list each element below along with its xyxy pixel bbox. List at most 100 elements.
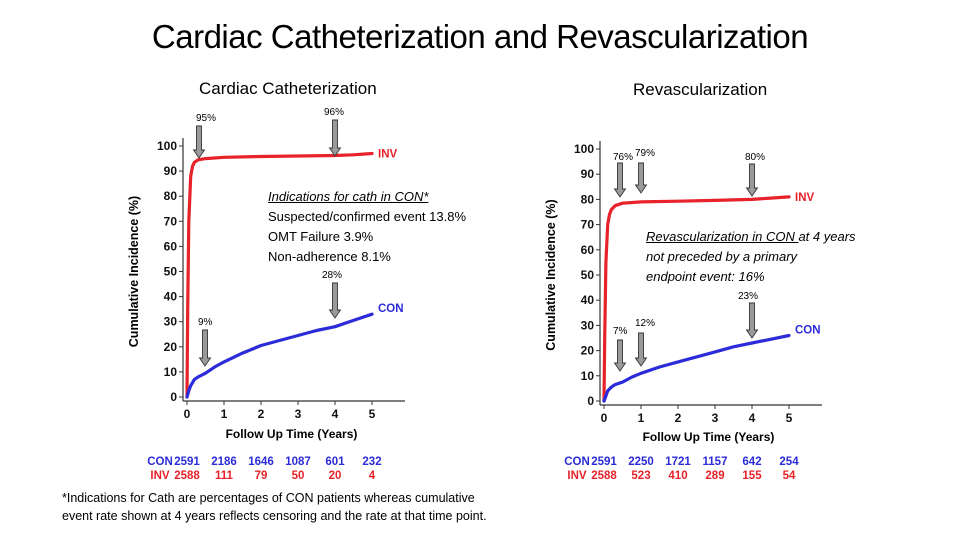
y-tick-label: 60 xyxy=(164,239,178,253)
down-arrow-icon xyxy=(198,329,212,367)
y-axis-title: Cumulative Incidence (%) xyxy=(127,196,141,347)
series-label-inv: INV xyxy=(378,149,398,161)
risk-cell: 1646 xyxy=(248,456,274,468)
y-tick-label: 0 xyxy=(170,390,177,404)
footnote-line: *Indications for Cath are percentages of… xyxy=(62,491,475,505)
marker-con-4yr-pct: 23% xyxy=(738,291,759,302)
series-label-inv: INV xyxy=(795,192,815,204)
risk-row-name: INV xyxy=(150,470,170,482)
down-arrow-icon xyxy=(634,162,648,194)
marker-con-mid-pct: 12% xyxy=(635,318,656,329)
footnote-line: event rate shown at 4 years reflects cen… xyxy=(62,509,487,523)
y-tick-label: 10 xyxy=(164,365,178,379)
series-label-con: CON xyxy=(378,303,404,315)
x-tick-label: 0 xyxy=(601,411,608,425)
x-tick-label: 3 xyxy=(295,407,302,421)
series-line-con xyxy=(602,333,791,403)
y-tick-label: 10 xyxy=(581,369,595,383)
page-title: Cardiac Catheterization and Revasculariz… xyxy=(151,18,809,55)
risk-cell: 289 xyxy=(705,470,724,482)
indications-heading: Indications for cath in CON* xyxy=(268,189,429,204)
risk-cell: 20 xyxy=(329,470,342,482)
marker-con-early-pct: 7% xyxy=(613,326,628,337)
risk-cell: 2591 xyxy=(591,456,617,468)
risk-cell: 254 xyxy=(779,456,799,468)
y-tick-label: 100 xyxy=(574,142,594,156)
x-tick-label: 5 xyxy=(369,407,376,421)
marker-inv-early-pct: 95% xyxy=(196,113,217,124)
risk-cell: 1087 xyxy=(285,456,311,468)
y-tick-label: 80 xyxy=(581,192,595,206)
x-tick-label: 3 xyxy=(712,411,719,425)
risk-cell: 2250 xyxy=(628,456,654,468)
risk-cell: 523 xyxy=(631,470,650,482)
marker-con-early-pct: 9% xyxy=(198,317,213,328)
x-tick-label: 2 xyxy=(258,407,265,421)
risk-cell: 642 xyxy=(742,456,761,468)
down-arrow-icon xyxy=(328,282,342,319)
indications-line: Suspected/confirmed event 13.8% xyxy=(268,209,467,224)
series-line-con xyxy=(185,312,374,399)
indications-line: Non-adherence 8.1% xyxy=(268,249,391,264)
risk-cell: 50 xyxy=(292,470,305,482)
risk-cell: 4 xyxy=(369,470,376,482)
down-arrow-icon xyxy=(745,302,759,339)
risk-cell: 2588 xyxy=(591,470,617,482)
risk-row-name: CON xyxy=(147,456,173,468)
y-tick-label: 40 xyxy=(581,293,595,307)
marker-con-4yr-pct: 28% xyxy=(322,270,343,281)
series-line-inv xyxy=(602,195,791,403)
marker-arrows xyxy=(192,119,759,372)
series-label-con: CON xyxy=(795,324,821,336)
footnote: *Indications for Cath are percentages of… xyxy=(62,489,582,525)
y-tick-label: 30 xyxy=(581,318,595,332)
x-axis-title: Follow Up Time (Years) xyxy=(643,430,775,444)
revasc-note: Revascularization in CON at 4 years not … xyxy=(646,227,856,287)
y-tick-label: 70 xyxy=(164,214,178,228)
risk-cell: 2186 xyxy=(211,456,237,468)
indications-note: Indications for cath in CON* Suspected/c… xyxy=(268,187,466,267)
revasc-note-underlined: Revascularization in CON xyxy=(646,229,799,244)
marker-inv-4yr-pct: 80% xyxy=(745,152,766,163)
left-chart-heading: Cardiac Catheterization xyxy=(199,79,377,98)
revasc-chart: 0 10 20 30 40 50 60 70 80 90 100 0 1 2 3 4 5 Cumulative I… xyxy=(544,141,822,482)
marker-inv-early-pct: 76% xyxy=(613,152,634,163)
risk-cell: 1721 xyxy=(665,456,691,468)
risk-cell: 410 xyxy=(668,470,687,482)
down-arrow-icon xyxy=(328,119,342,157)
y-tick-label: 100 xyxy=(157,139,177,153)
x-tick-label: 0 xyxy=(184,407,191,421)
risk-row-name: INV xyxy=(567,470,587,482)
risk-cell: 2588 xyxy=(174,470,200,482)
revasc-note-line: endpoint event: 16% xyxy=(646,269,765,284)
right-chart-heading: Revascularization xyxy=(633,80,768,99)
y-tick-label: 90 xyxy=(581,167,595,181)
risk-cell: 54 xyxy=(783,470,796,482)
down-arrow-icon xyxy=(192,125,206,159)
x-axis-title: Follow Up Time (Years) xyxy=(226,427,358,441)
y-tick-label: 90 xyxy=(164,164,178,178)
x-tick-label: 4 xyxy=(749,411,756,425)
x-tick-label: 1 xyxy=(221,407,228,421)
down-arrow-icon xyxy=(613,162,627,198)
y-tick-label: 50 xyxy=(164,265,178,279)
y-tick-label: 70 xyxy=(581,218,595,232)
series-line-inv xyxy=(185,151,374,399)
risk-cell: 111 xyxy=(215,470,234,482)
down-arrow-icon xyxy=(613,339,627,372)
cath-chart: 0 10 20 30 40 50 60 70 80 90 100 0 1 2 3 4 5 Cumulative I… xyxy=(127,138,405,482)
y-tick-label: 50 xyxy=(581,268,595,282)
x-tick-label: 5 xyxy=(786,411,793,425)
risk-cell: 2591 xyxy=(174,456,200,468)
risk-cell: 601 xyxy=(325,456,345,468)
down-arrow-icon xyxy=(745,163,759,197)
down-arrow-icon xyxy=(634,332,648,367)
y-axis-title: Cumulative Incidence (%) xyxy=(544,199,558,350)
y-tick-label: 20 xyxy=(581,344,595,358)
marker-inv-4yr-pct: 96% xyxy=(324,107,345,118)
y-tick-label: 20 xyxy=(164,340,178,354)
x-tick-label: 2 xyxy=(675,411,682,425)
risk-row-name: CON xyxy=(564,456,590,468)
y-tick-label: 80 xyxy=(164,189,178,203)
